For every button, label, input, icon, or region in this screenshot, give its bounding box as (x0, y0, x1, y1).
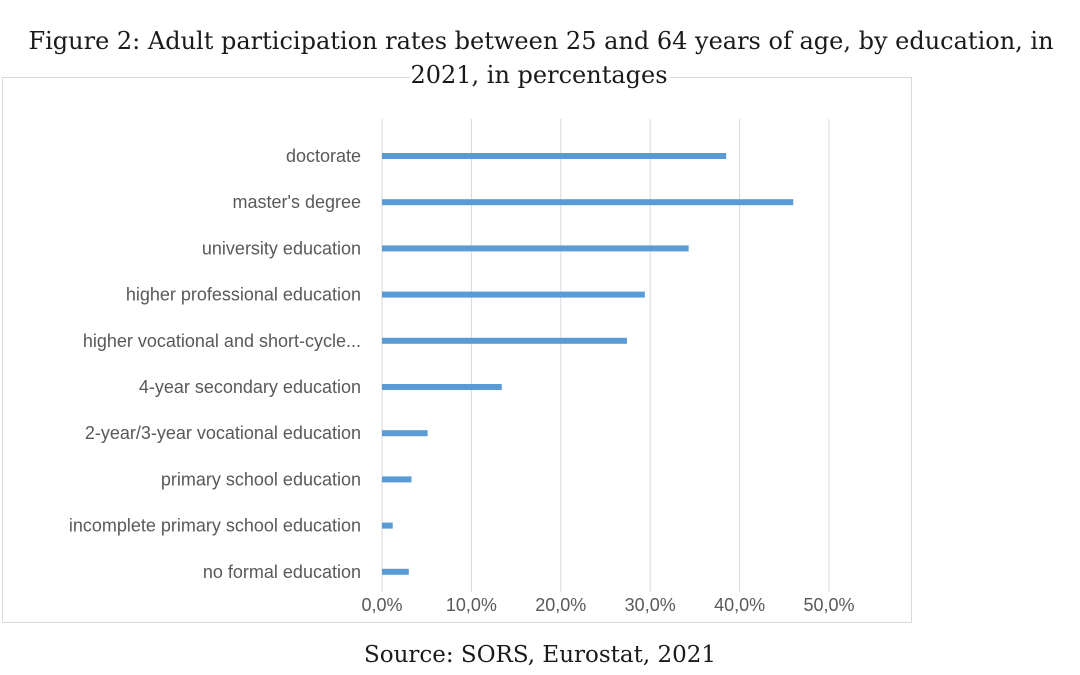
category-label: doctorate (286, 146, 361, 166)
category-label: higher vocational and short-cycle... (83, 331, 361, 351)
x-tick-label: 50,0% (803, 595, 854, 615)
category-label: master's degree (233, 192, 362, 212)
category-label: 4-year secondary education (139, 377, 361, 397)
category-label: higher professional education (126, 285, 361, 305)
x-tick-label: 0,0% (361, 595, 402, 615)
bar (382, 384, 502, 390)
category-label: 2-year/3-year vocational education (85, 423, 361, 443)
bar (382, 291, 645, 298)
x-tick-label: 30,0% (625, 595, 676, 615)
category-labels: doctorate master's degree university educa… (69, 146, 361, 582)
bar (382, 430, 428, 437)
figure-title: Figure 2: Adult participation rates betw… (0, 24, 1080, 92)
x-axis-tick-labels: 0,0% 10,0% 20,0% 30,0% 40,0% 50,0% (361, 595, 854, 615)
category-label: university education (202, 238, 361, 258)
gridlines (381, 119, 830, 592)
bars (382, 153, 794, 575)
bar (382, 568, 409, 575)
figure-title-text: Figure 2: Adult participation rates betw… (26, 27, 1054, 89)
bar-chart: doctorate master's degree university educa… (69, 119, 855, 615)
bar (382, 199, 794, 206)
category-label: no formal education (203, 562, 361, 582)
category-label: primary school education (161, 469, 361, 489)
bar (382, 522, 393, 529)
x-tick-label: 20,0% (535, 595, 586, 615)
bar (382, 476, 412, 483)
category-label: incomplete primary school education (69, 516, 361, 536)
x-tick-label: 10,0% (446, 595, 497, 615)
bar (382, 153, 727, 159)
figure-source: Source: SORS, Eurostat, 2021 (363, 642, 717, 668)
x-tick-label: 40,0% (714, 595, 765, 615)
chart-area: doctorate master's degree university educa… (2, 77, 912, 623)
bar (382, 245, 689, 252)
bar (382, 337, 627, 344)
